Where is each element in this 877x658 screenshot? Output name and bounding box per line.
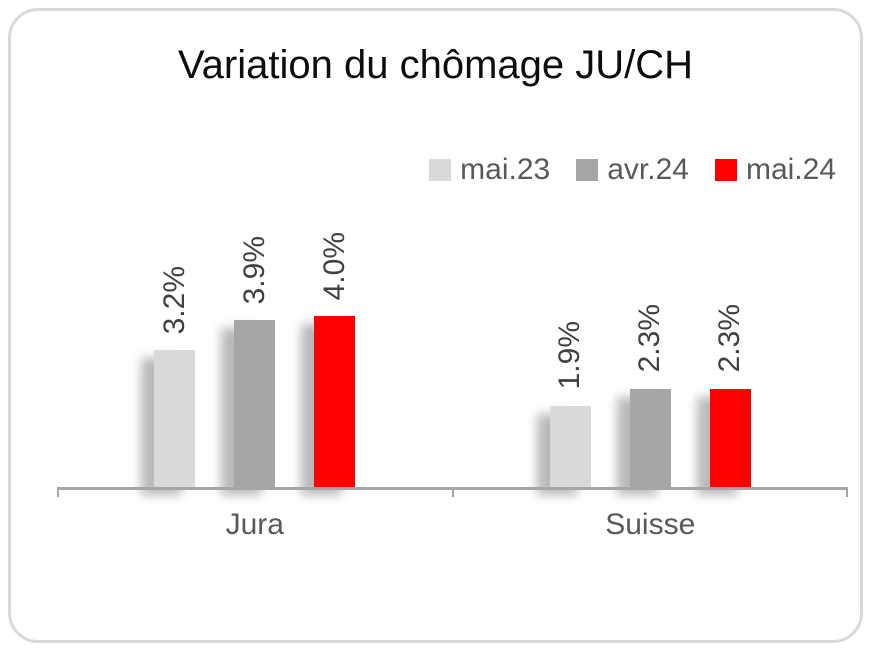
legend-label: mai.24 (745, 153, 836, 186)
category-label-suisse: Suisse (605, 508, 696, 541)
chart-card: Variation du chômage JU/CH mai.23 avr.24 m… (8, 8, 863, 643)
bar-mai.24-suisse (709, 388, 751, 487)
bar-column-avr.24-suisse: 2.3% (629, 304, 671, 487)
data-label: 3.9% (237, 235, 271, 305)
x-axis-tick (846, 489, 848, 497)
data-label: 4.0% (317, 231, 351, 300)
plot-area: 3.2% 3.9% 4.0% 1.9% 2.3% 2.3% (57, 11, 848, 487)
category-axis-labels: Jura Suisse (57, 508, 848, 542)
data-label: 1.9% (553, 321, 587, 390)
category-label-jura: Jura (225, 508, 284, 541)
bar-avr.24-jura (234, 320, 276, 487)
data-label: 2.3% (633, 304, 667, 373)
legend-item-mai.23: mai.23 (429, 153, 550, 187)
bar-column-avr.24-jura: 3.9% (234, 235, 276, 487)
bar-column-mai.23-jura: 3.2% (154, 265, 196, 487)
legend-swatch-icon (714, 159, 737, 181)
data-label: 3.2% (157, 265, 191, 335)
bar-mai.24-jura (314, 316, 356, 487)
bar-column-mai.24-jura: 4.0% (314, 231, 356, 487)
legend: mai.23 avr.24 mai.24 (429, 153, 836, 187)
bar-column-mai.24-suisse: 2.3% (709, 304, 751, 487)
bar-avr.24-suisse (629, 388, 671, 487)
x-axis-tick (57, 489, 59, 497)
legend-swatch-icon (429, 159, 452, 181)
bar-group-jura: 3.2% 3.9% 4.0% (57, 232, 453, 487)
x-axis-line (57, 487, 848, 497)
chart-title: Variation du chômage JU/CH (177, 43, 694, 87)
bar-mai.23-suisse (549, 405, 591, 487)
legend-swatch-icon (576, 159, 599, 181)
bar-group-suisse: 1.9% 2.3% 2.3% (453, 304, 849, 487)
legend-label: mai.23 (460, 153, 551, 186)
legend-item-mai.24: mai.24 (714, 153, 836, 187)
bar-column-mai.23-suisse: 1.9% (549, 321, 591, 487)
x-axis-tick (451, 489, 454, 497)
data-label: 2.3% (713, 304, 747, 373)
legend-label: avr.24 (607, 153, 689, 186)
bar-groups: 3.2% 3.9% 4.0% 1.9% 2.3% 2.3% (57, 11, 848, 487)
legend-item-avr.24: avr.24 (576, 153, 689, 187)
bar-mai.23-jura (154, 350, 196, 487)
